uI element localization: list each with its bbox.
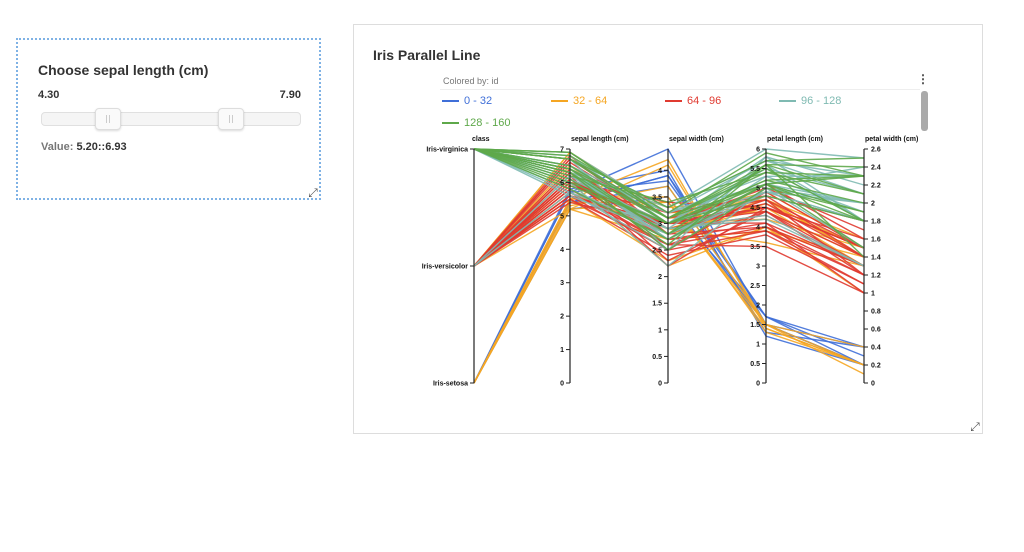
slider-widget: Choose sepal length (cm) 4.30 7.90 Value… [16, 38, 321, 200]
legend-label: 96 - 128 [801, 95, 842, 107]
tick-label: Iris-setosa [433, 381, 468, 388]
tick-label: 0.5 [652, 354, 662, 361]
tick-label: 1.5 [750, 322, 760, 329]
tick-label: 0 [658, 381, 662, 388]
legend-item[interactable]: 64 - 96 [665, 95, 721, 107]
tick-label: 4 [756, 225, 760, 232]
tick-label: 2 [658, 274, 662, 281]
legend-swatch [442, 122, 459, 124]
legend-label: 0 - 32 [464, 95, 493, 107]
tick-label: 1.4 [871, 255, 881, 262]
legend-item[interactable]: 128 - 160 [442, 117, 510, 129]
slider-value: Value: 5.20::6.93 [41, 141, 127, 153]
tick-label: 2.4 [871, 165, 881, 172]
tick-label: 5 [756, 186, 760, 193]
tick-label: 6 [756, 147, 760, 154]
tick-label: 3.5 [750, 244, 760, 251]
axis-title: sepal width (cm) [669, 136, 724, 143]
slider-max-label: 7.90 [279, 89, 301, 101]
tick-label: 3 [560, 280, 564, 287]
tick-label: 5.5 [750, 166, 760, 173]
slider-handle-high[interactable] [218, 108, 245, 130]
tick-label: 2.5 [750, 283, 760, 290]
legend-item[interactable]: 96 - 128 [779, 95, 841, 107]
tick-label: 5 [560, 213, 564, 220]
tick-label: 1 [658, 327, 662, 334]
more-options-icon[interactable]: ⋮ [917, 72, 929, 86]
value-label: Value: [41, 141, 74, 153]
tick-label: 0 [871, 381, 875, 388]
tick-label: 2.6 [871, 147, 881, 154]
legend-divider [440, 89, 920, 90]
axis-title: petal width (cm) [865, 136, 918, 143]
tick-label: Iris-virginica [426, 147, 468, 154]
axis-title: class [472, 136, 490, 143]
tick-label: 0.2 [871, 363, 881, 370]
slider-min-label: 4.30 [38, 89, 60, 101]
axis-title: petal length (cm) [767, 136, 823, 143]
tick-label: 1.5 [652, 301, 662, 308]
slider-title: Choose sepal length (cm) [38, 62, 209, 78]
tick-label: 0.6 [871, 327, 881, 334]
tick-label: 4 [560, 247, 564, 254]
tick-label: 1.8 [871, 219, 881, 226]
lines [473, 148, 865, 384]
legend-swatch [779, 100, 796, 102]
legend-label: 128 - 160 [464, 117, 511, 129]
tick-label: 2.2 [871, 183, 881, 190]
legend-swatch [551, 100, 568, 102]
tick-label: 3 [756, 264, 760, 271]
colored-by-label: Colored by: id [443, 76, 499, 86]
legend-scrollbar[interactable] [921, 91, 928, 131]
chart-title: Iris Parallel Line [373, 47, 481, 63]
tick-label: 1.2 [871, 273, 881, 280]
tick-label: 2.5 [652, 248, 662, 255]
tick-label: 0 [560, 381, 564, 388]
tick-label: 1 [756, 342, 760, 349]
tick-label: 0 [756, 381, 760, 388]
tick-label: 1 [560, 347, 564, 354]
legend-swatch [442, 100, 459, 102]
tick-label: 7 [560, 147, 564, 154]
range-slider-track[interactable] [41, 108, 301, 130]
tick-label: 2 [756, 303, 760, 310]
legend-label: 32 - 64 [573, 95, 608, 107]
value-text: 5.20::6.93 [76, 141, 127, 153]
slider-handle-low[interactable] [94, 108, 121, 130]
chart-widget: Iris Parallel Line Colored by: id ⋮ 0 - … [353, 24, 983, 434]
tick-label: Iris-versicolor [422, 264, 469, 271]
tick-label: 0.8 [871, 309, 881, 316]
tick-label: 1 [871, 291, 875, 298]
legend-item[interactable]: 0 - 32 [442, 95, 492, 107]
tick-label: 2 [560, 314, 564, 321]
legend-swatch [665, 100, 682, 102]
tick-label: 1.6 [871, 237, 881, 244]
tick-label: 4.5 [750, 205, 760, 212]
legend-item[interactable]: 32 - 64 [551, 95, 607, 107]
legend-label: 64 - 96 [687, 95, 722, 107]
tick-label: 0.5 [750, 361, 760, 368]
tick-label: 3.5 [652, 194, 662, 201]
tick-label: 4 [658, 168, 662, 175]
tick-label: 2 [871, 201, 875, 208]
tick-label: 3 [658, 221, 662, 228]
tick-label: 6 [560, 180, 564, 187]
tick-label: 0.4 [871, 345, 881, 352]
axis-title: sepal length (cm) [571, 136, 629, 143]
